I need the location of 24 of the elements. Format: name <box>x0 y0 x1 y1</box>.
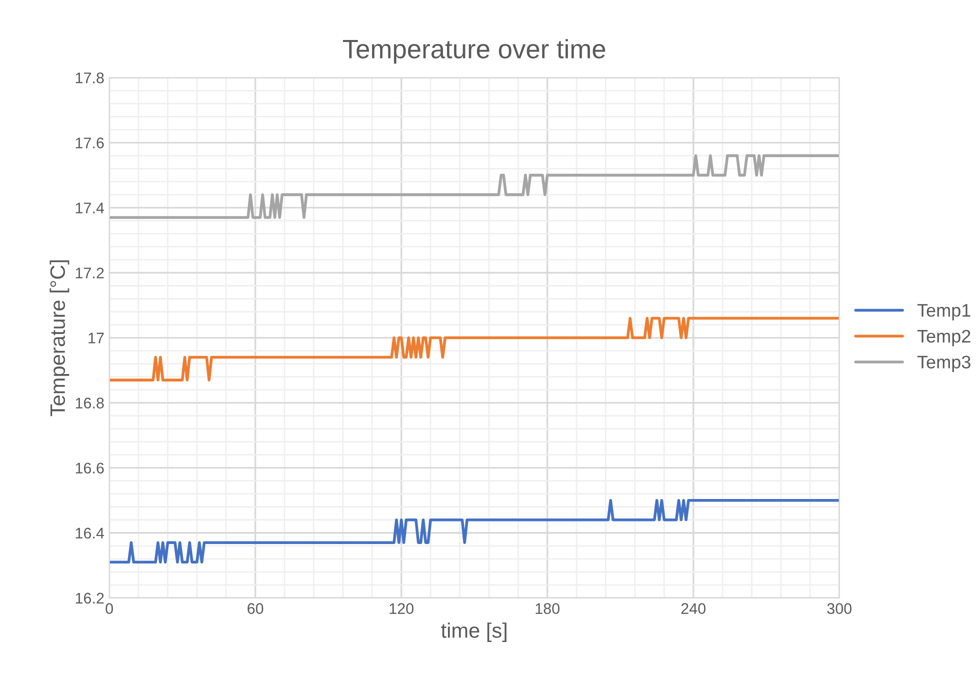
y-tick-label: 17.8 <box>76 72 104 84</box>
y-axis-title: Temperature [°C] <box>50 260 70 416</box>
x-tick-label: 0 <box>106 603 113 614</box>
y-tick-label: 16.8 <box>76 398 104 408</box>
y-tick-label: 16.2 <box>76 592 104 604</box>
legend-label: Temp2 <box>917 330 970 346</box>
y-tick-label: 17.4 <box>76 202 104 214</box>
x-tick-label: 180 <box>536 603 560 614</box>
x-tick-label: 240 <box>681 603 706 614</box>
x-tick-label: 120 <box>390 603 414 614</box>
y-tick-label: 17.2 <box>76 268 104 278</box>
x-tick-label: 300 <box>827 603 852 614</box>
legend-label: Temp3 <box>917 356 970 372</box>
x-tick-label: 60 <box>248 603 264 614</box>
y-tick-label: 17.6 <box>76 138 104 148</box>
y-tick-label: 16.6 <box>76 462 104 474</box>
x-axis-title: time [s] <box>441 622 506 642</box>
line-series <box>109 498 840 564</box>
line-series <box>109 316 840 382</box>
chart-title: Temperature over time <box>342 39 606 64</box>
line-series <box>109 154 840 219</box>
y-tick-label: 17 <box>88 332 104 344</box>
y-tick-label: 16.4 <box>76 528 104 539</box>
legend-label: Temp1 <box>917 304 970 320</box>
